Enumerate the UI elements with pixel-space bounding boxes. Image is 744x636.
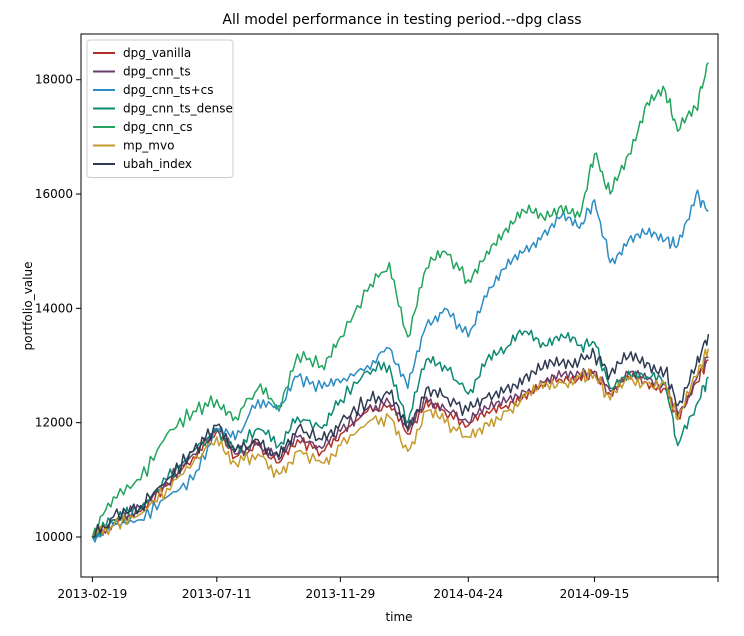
x-tick-label: 2013-02-19 (58, 587, 128, 601)
legend-label: dpg_cnn_ts_dense (123, 102, 233, 116)
series-line-dpg-cnn-cs (91, 62, 709, 538)
x-tick-label: 2014-04-24 (433, 587, 503, 601)
y-tick-label: 12000 (35, 416, 73, 430)
series-line-dpg-cnn-ts-cs (91, 189, 709, 543)
x-tick-label: 2013-07-11 (182, 587, 252, 601)
series-line-mp-mvo (91, 348, 710, 538)
x-axis: 2013-02-19 2013-07-11 2013-11-29 2014-04-24… (58, 577, 719, 601)
x-tick-label: 2013-11-29 (305, 587, 375, 601)
y-tick-label: 14000 (35, 301, 73, 315)
series-lines (91, 62, 710, 543)
legend-label: dpg_cnn_ts+cs (123, 83, 214, 97)
y-tick-label: 18000 (35, 73, 73, 87)
y-tick-label: 16000 (35, 187, 73, 201)
legend-label: mp_mvo (123, 139, 174, 153)
x-tick-label: 2014-09-15 (560, 587, 630, 601)
legend-label: dpg_vanilla (123, 46, 191, 60)
y-axis-label: portfolio_value (21, 262, 35, 351)
x-axis-label: time (385, 610, 412, 624)
series-line-ubah-index (92, 333, 710, 538)
legend-label: dpg_cnn_ts (123, 65, 191, 79)
legend-box (86, 39, 234, 178)
chart-title: All model performance in testing period.… (222, 12, 581, 28)
y-axis: 10000 12000 14000 16000 18000 (35, 73, 81, 544)
legend: dpg_vanilla dpg_cnn_ts dpg_cnn_ts+cs dpg_cn… (86, 39, 234, 178)
y-tick-label: 10000 (35, 530, 73, 544)
legend-label: ubah_index (123, 157, 192, 171)
legend-label: dpg_cnn_cs (123, 120, 193, 134)
